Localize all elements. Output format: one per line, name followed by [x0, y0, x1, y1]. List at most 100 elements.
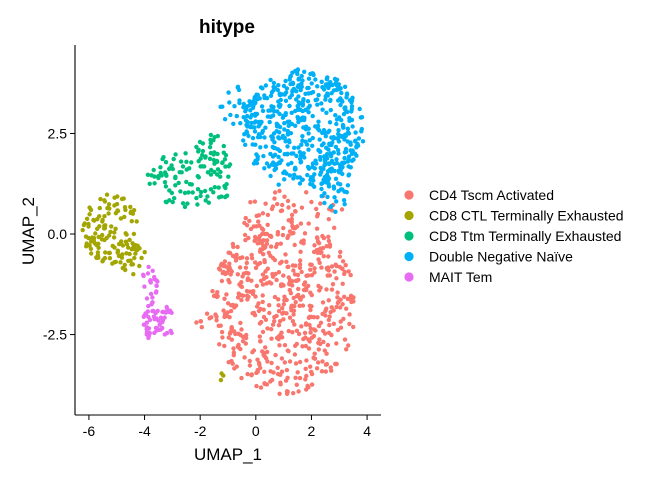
data-point [341, 160, 346, 166]
data-point [228, 112, 233, 118]
data-point [244, 260, 249, 266]
data-point [342, 137, 347, 142]
data-point [281, 83, 287, 89]
data-point [208, 172, 214, 177]
data-point [285, 152, 290, 157]
data-point [299, 142, 304, 147]
data-point [245, 276, 251, 281]
data-point [313, 77, 318, 82]
data-point [324, 266, 330, 272]
data-point [260, 299, 265, 305]
data-point [297, 359, 303, 365]
data-point [207, 316, 212, 321]
data-point [333, 144, 339, 150]
data-point [290, 80, 296, 86]
data-point [323, 308, 328, 314]
data-point [327, 120, 333, 125]
data-point [249, 372, 254, 377]
data-point [287, 282, 292, 287]
data-point [220, 104, 225, 109]
data-point [278, 332, 283, 338]
data-point [326, 254, 331, 259]
data-point [297, 303, 302, 308]
data-point [199, 325, 204, 330]
data-point [296, 119, 301, 125]
data-point [310, 71, 316, 76]
data-point [194, 144, 199, 150]
data-point [261, 276, 267, 281]
data-point [337, 254, 342, 259]
data-point [343, 263, 348, 268]
data-point [328, 98, 333, 104]
data-point [359, 129, 364, 134]
data-point [261, 252, 266, 257]
data-point [268, 151, 273, 157]
data-point [340, 281, 345, 286]
data-point [257, 119, 262, 125]
data-point [239, 280, 244, 285]
x-tick-label: 0 [252, 423, 260, 439]
data-point [150, 300, 155, 305]
data-point [173, 183, 178, 188]
data-point [310, 164, 315, 170]
data-point [154, 326, 160, 332]
data-point [263, 269, 268, 274]
data-point [285, 198, 291, 204]
data-point [308, 262, 313, 267]
data-point [253, 294, 258, 299]
data-point [348, 293, 354, 298]
data-point [247, 218, 252, 224]
data-point [230, 253, 236, 258]
data-point [206, 200, 211, 205]
data-point [234, 364, 239, 369]
data-point [198, 193, 203, 199]
data-point [348, 142, 353, 147]
data-point [131, 272, 136, 277]
data-point [349, 151, 355, 156]
data-point [97, 224, 102, 229]
data-point [326, 317, 331, 323]
data-point [259, 104, 265, 109]
data-point [278, 380, 283, 385]
data-point [204, 311, 210, 316]
legend-label: CD4 Tscm Activated [429, 187, 554, 203]
data-point [158, 165, 163, 170]
data-point [133, 251, 138, 256]
data-point [104, 235, 109, 241]
data-point [283, 111, 288, 116]
data-point [261, 243, 266, 248]
data-point [86, 235, 91, 241]
data-point [299, 205, 305, 210]
data-point [163, 184, 169, 189]
data-point [294, 294, 300, 299]
data-point [304, 373, 309, 379]
data-point [253, 265, 259, 271]
data-point [344, 91, 350, 96]
data-point [287, 315, 293, 320]
data-point [291, 86, 297, 92]
data-point [84, 216, 90, 221]
data-point [265, 222, 270, 227]
data-point [320, 311, 325, 317]
data-point [277, 188, 282, 194]
data-point [122, 214, 127, 220]
data-point [131, 246, 136, 251]
data-point [236, 291, 241, 296]
data-point [275, 229, 281, 235]
data-point [237, 255, 243, 261]
data-point [305, 383, 310, 389]
data-point [302, 117, 307, 123]
data-point [255, 157, 260, 162]
data-point [315, 102, 320, 107]
data-point [300, 344, 305, 349]
data-point [264, 382, 270, 387]
data-point [293, 165, 298, 170]
data-point [276, 103, 282, 109]
data-point [319, 79, 324, 85]
data-point [231, 121, 236, 127]
data-point [303, 91, 308, 97]
legend-marker [404, 210, 414, 221]
data-point [249, 256, 255, 261]
data-point [265, 326, 270, 331]
data-point [304, 387, 309, 392]
